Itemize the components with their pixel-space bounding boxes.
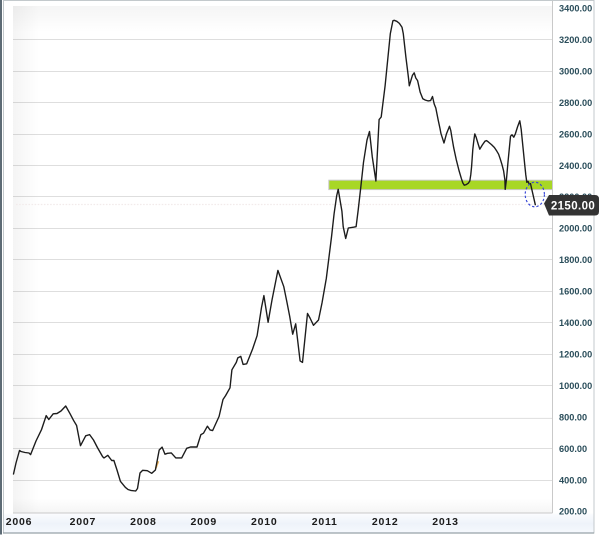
svg-text:2006: 2006 [6, 516, 33, 528]
svg-text:2013: 2013 [432, 516, 459, 528]
svg-text:2010: 2010 [251, 516, 278, 528]
svg-text:2400.00: 2400.00 [559, 161, 592, 171]
svg-text:1200.00: 1200.00 [559, 350, 592, 360]
svg-text:2011: 2011 [312, 516, 338, 528]
svg-text:200.00: 200.00 [559, 507, 587, 517]
svg-text:3200.00: 3200.00 [559, 35, 592, 45]
svg-text:2007: 2007 [70, 516, 97, 528]
svg-text:800.00: 800.00 [559, 413, 587, 423]
svg-text:600.00: 600.00 [559, 444, 587, 454]
svg-text:2600.00: 2600.00 [559, 130, 592, 140]
svg-text:3000.00: 3000.00 [559, 67, 592, 77]
svg-text:2800.00: 2800.00 [559, 98, 592, 108]
svg-text:2000.00: 2000.00 [559, 224, 592, 234]
svg-text:2008: 2008 [130, 516, 157, 528]
svg-text:1000.00: 1000.00 [559, 381, 592, 391]
svg-text:2150.00: 2150.00 [551, 201, 595, 213]
svg-text:2009: 2009 [191, 516, 218, 528]
svg-text:1600.00: 1600.00 [559, 287, 592, 297]
svg-text:1400.00: 1400.00 [559, 318, 592, 328]
svg-text:2012: 2012 [372, 516, 399, 528]
svg-text:3400.00: 3400.00 [559, 4, 592, 14]
svg-text:400.00: 400.00 [559, 476, 587, 486]
svg-text:1800.00: 1800.00 [559, 255, 592, 265]
